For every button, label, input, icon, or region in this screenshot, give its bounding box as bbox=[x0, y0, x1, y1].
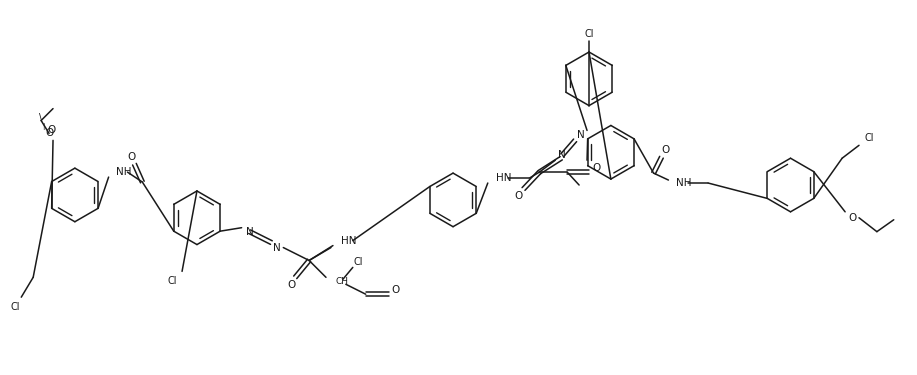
Text: N: N bbox=[273, 243, 282, 252]
Text: HN: HN bbox=[341, 236, 357, 246]
Text: Cl: Cl bbox=[168, 276, 177, 286]
Text: O: O bbox=[287, 280, 295, 290]
Text: CH: CH bbox=[336, 277, 348, 286]
Text: NH: NH bbox=[116, 167, 131, 177]
Text: O: O bbox=[47, 125, 55, 135]
Text: N: N bbox=[246, 226, 253, 237]
Text: O: O bbox=[392, 285, 400, 295]
Text: Cl: Cl bbox=[864, 134, 874, 143]
Text: Cl: Cl bbox=[584, 29, 594, 39]
Text: O: O bbox=[661, 145, 669, 155]
Text: Cl: Cl bbox=[354, 258, 363, 267]
Text: Cl: Cl bbox=[11, 302, 20, 312]
Text: \: \ bbox=[39, 112, 43, 123]
Text: O: O bbox=[127, 152, 136, 162]
Text: O: O bbox=[514, 191, 523, 201]
Text: |: | bbox=[42, 123, 44, 130]
Text: N: N bbox=[558, 150, 566, 160]
Text: HN: HN bbox=[496, 173, 511, 183]
Text: O: O bbox=[593, 163, 601, 173]
Text: O: O bbox=[848, 213, 856, 223]
Text: O: O bbox=[45, 128, 53, 138]
Text: N: N bbox=[577, 130, 585, 140]
Text: NH: NH bbox=[677, 178, 691, 188]
